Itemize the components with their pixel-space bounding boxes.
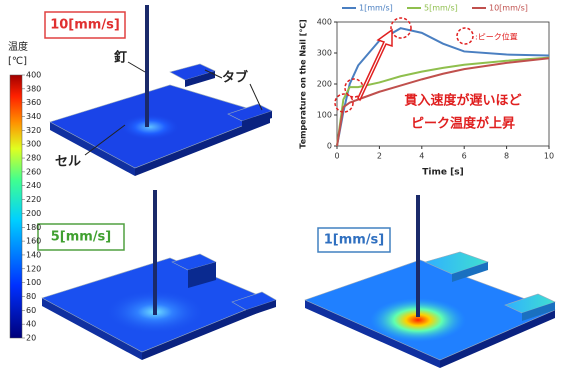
colorbar-tick-label: 120 xyxy=(26,264,41,273)
x-axis-label: Time [s] xyxy=(422,168,463,178)
figure: 10[mm/s] 釘 タブ セル 5[mm/s] 1[mm/s] 温度 [℃] … xyxy=(0,0,565,383)
legend-label: 1[mm/s] xyxy=(359,4,393,13)
panel-label: 5[mm/s] xyxy=(51,230,112,245)
colorbar-tick-label: 220 xyxy=(26,195,41,204)
panel-label: 1[mm/s] xyxy=(324,233,385,248)
y-tick-label: 200 xyxy=(317,80,332,89)
panel-label: 10[mm/s] xyxy=(50,18,120,33)
panel-5 xyxy=(42,190,276,360)
colorbar-tick-label: 260 xyxy=(26,167,41,176)
colorbar-tick-label: 160 xyxy=(26,237,41,246)
colorbar-tick-label: 100 xyxy=(26,278,41,287)
y-tick-label: 100 xyxy=(317,111,332,120)
annotation: 貫入速度が遅いほど xyxy=(404,93,521,109)
colorbar-title: 温度 xyxy=(8,40,28,53)
x-tick-label: 6 xyxy=(462,152,467,161)
x-tick-label: 2 xyxy=(377,152,382,161)
colorbar-tick-label: 280 xyxy=(26,154,41,163)
callout: 釘 xyxy=(114,50,127,66)
colorbar-tick-label: 320 xyxy=(26,126,41,135)
colorbar-tick-label: 380 xyxy=(26,84,41,93)
colorbar xyxy=(10,75,22,338)
leader xyxy=(128,62,145,72)
panel-1 xyxy=(305,195,555,368)
colorbar-tick-label: 80 xyxy=(26,292,36,301)
colorbar-tick-label: 40 xyxy=(26,320,36,329)
colorbar-tick-label: 20 xyxy=(26,334,36,343)
colorbar-ticks: 20 40 60 80 100 120 140 160 180 200 220 240 260 280 30… xyxy=(22,71,41,343)
annotation: :ピーク位置 xyxy=(475,32,518,42)
colorbar-tick-label: 240 xyxy=(26,181,41,190)
annotation: ピーク温度が上昇 xyxy=(411,116,515,132)
colorbar-unit: [℃] xyxy=(8,56,27,67)
y-tick-label: 300 xyxy=(317,49,332,58)
colorbar-tick-label: 60 xyxy=(26,306,36,315)
y-tick-label: 0 xyxy=(327,142,332,151)
callout: セル xyxy=(55,155,81,170)
legend-label: 5[mm/s] xyxy=(424,4,458,13)
x-tick-label: 4 xyxy=(419,152,424,161)
x-tick-label: 8 xyxy=(504,152,509,161)
y-axis-label: Temperature on the Nail [℃] xyxy=(299,19,308,148)
colorbar-tick-label: 300 xyxy=(26,140,41,149)
colorbar-tick-label: 140 xyxy=(26,250,41,259)
x-tick-label: 0 xyxy=(334,152,339,161)
colorbar-tick-label: 200 xyxy=(26,209,41,218)
callout: タブ xyxy=(222,70,248,86)
colorbar-tick-label: 340 xyxy=(26,112,41,121)
colorbar-tick-label: 180 xyxy=(26,223,41,232)
legend-peak-marker xyxy=(457,28,473,44)
y-tick-label: 400 xyxy=(317,18,332,27)
line-chart: 0 100 200 300 400 0 2 4 6 8 10 Time [s] Temperature … xyxy=(299,4,555,178)
colorbar-tick-label: 360 xyxy=(26,98,41,107)
colorbar-tick-label: 400 xyxy=(26,71,41,80)
legend-label: 10[mm/s] xyxy=(489,4,528,13)
x-tick-label: 10 xyxy=(544,152,554,161)
